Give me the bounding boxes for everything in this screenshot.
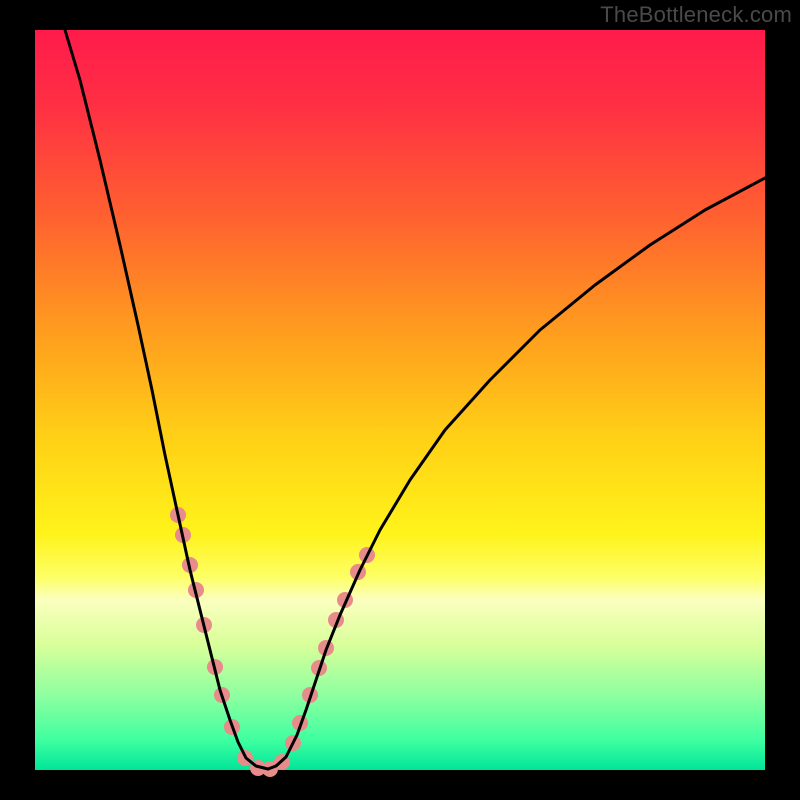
plot-background (35, 30, 765, 770)
chart-canvas: TheBottleneck.com (0, 0, 800, 800)
watermark-text: TheBottleneck.com (600, 2, 792, 28)
chart-svg (0, 0, 800, 800)
